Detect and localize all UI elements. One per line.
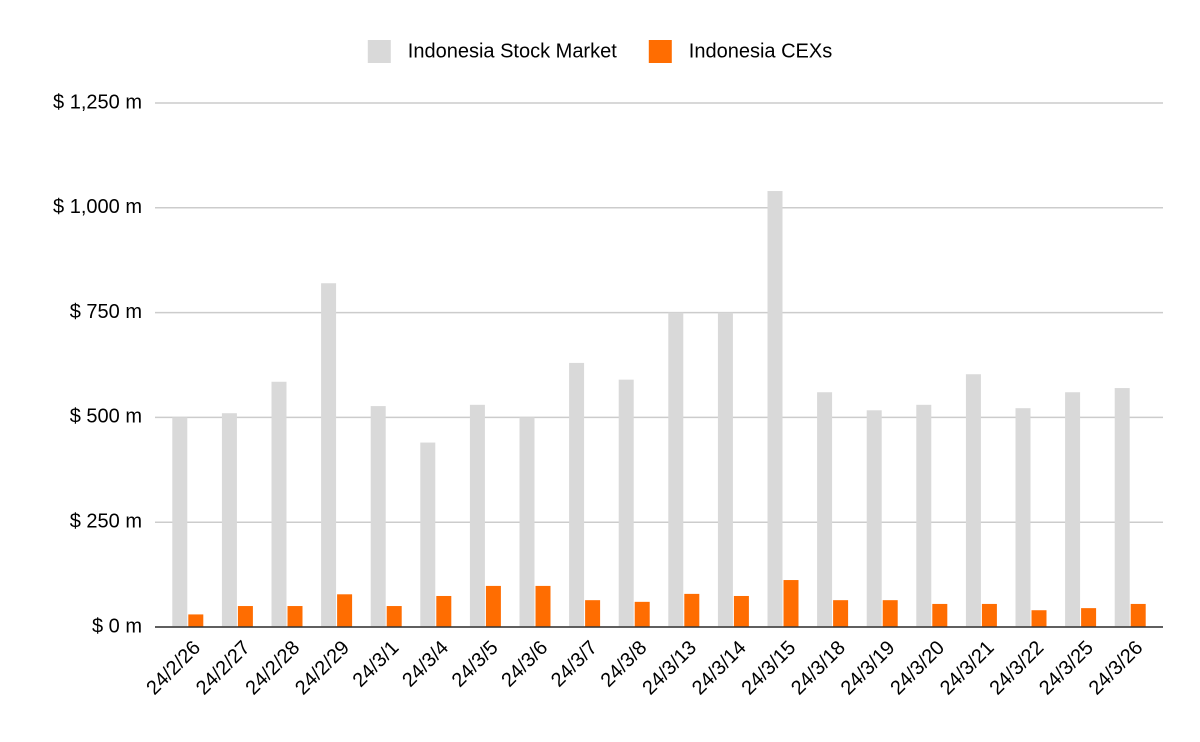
bar: [668, 312, 684, 627]
y-tick-label: $ 1,250 m: [53, 91, 142, 113]
x-tick-label: 24/3/7: [547, 637, 602, 692]
x-tick-label: 24/2/26: [142, 637, 205, 700]
legend-label: Indonesia Stock Market: [408, 40, 617, 62]
x-tick-label: 24/2/29: [291, 637, 354, 700]
bar: [733, 595, 749, 627]
bar: [485, 585, 501, 627]
bar: [783, 580, 799, 627]
bar: [882, 600, 898, 627]
bar: [1081, 608, 1097, 627]
y-tick-label: $ 0 m: [92, 615, 142, 637]
bar: [535, 585, 551, 627]
bar: [1015, 408, 1031, 627]
bar: [817, 392, 833, 627]
bar: [221, 413, 237, 627]
y-tick-label: $ 250 m: [70, 510, 142, 532]
bar: [469, 404, 485, 627]
bar: [1065, 392, 1081, 627]
bar: [370, 406, 386, 627]
bar: [321, 283, 337, 627]
bar: [1130, 603, 1146, 627]
x-tick-label: 24/3/25: [1035, 637, 1098, 700]
bar: [569, 362, 585, 627]
bar: [618, 379, 634, 627]
x-tick-label: 24/3/14: [688, 637, 751, 700]
bar: [717, 312, 733, 627]
bar: [585, 600, 601, 627]
x-tick-label: 24/3/1: [349, 637, 404, 692]
bar: [188, 614, 204, 627]
bar: [932, 603, 948, 627]
bar: [271, 381, 287, 627]
bar: [981, 603, 997, 627]
x-tick-label: 24/2/28: [242, 637, 305, 700]
bar: [436, 595, 452, 627]
x-tick-label: 24/3/5: [448, 637, 503, 692]
bar: [237, 606, 253, 627]
bar: [519, 417, 535, 627]
x-tick-label: 24/3/6: [497, 637, 552, 692]
x-tick-label: 24/3/20: [886, 637, 949, 700]
bar: [1031, 610, 1047, 627]
x-tick-label: 24/3/26: [1085, 637, 1148, 700]
x-tick-label: 24/2/27: [192, 637, 255, 700]
x-tick-label: 24/3/18: [787, 637, 850, 700]
bar: [833, 600, 849, 627]
bar: [420, 442, 436, 627]
bar: [1114, 388, 1130, 627]
y-tick-label: $ 750 m: [70, 301, 142, 323]
x-tick-label: 24/3/21: [936, 637, 999, 700]
legend-swatch: [648, 40, 672, 63]
y-tick-label: $ 1,000 m: [53, 196, 142, 218]
x-tick-label: 24/3/13: [638, 637, 701, 700]
y-tick-label: $ 500 m: [70, 406, 142, 428]
bar: [965, 374, 981, 627]
x-tick-label: 24/3/19: [837, 637, 900, 700]
x-tick-label: 24/3/4: [398, 637, 453, 692]
bar: [172, 417, 188, 627]
legend-label: Indonesia CEXs: [689, 40, 832, 62]
bar: [337, 594, 353, 627]
legend-swatch: [367, 40, 391, 63]
bar: [287, 606, 303, 627]
bar: [866, 410, 882, 627]
bar: [634, 601, 650, 627]
bar: [684, 593, 700, 627]
bar: [386, 606, 402, 627]
bar: [916, 404, 932, 627]
x-tick-label: 24/3/15: [738, 637, 801, 700]
bar: [767, 191, 783, 628]
x-tick-label: 24/3/22: [986, 637, 1049, 700]
